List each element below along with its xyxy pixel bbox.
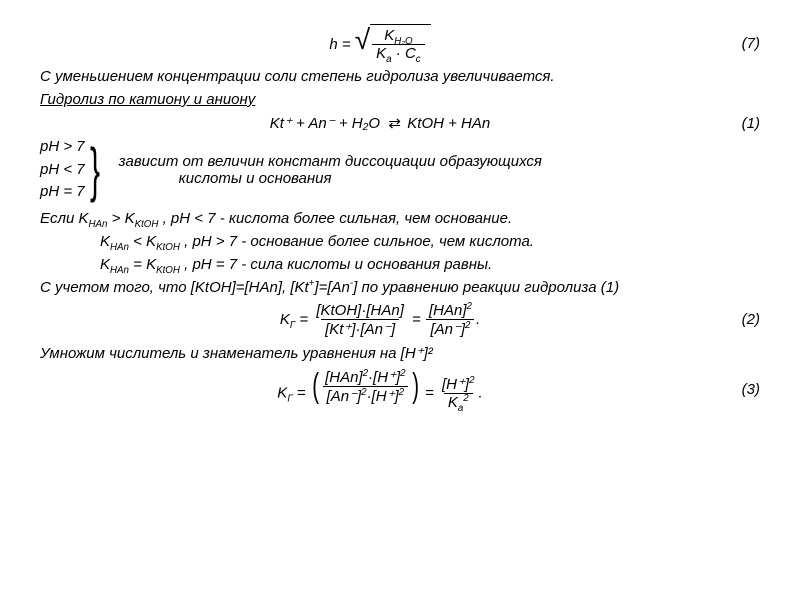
p3b: ]=[An (314, 279, 349, 296)
c2-k2s: KtOH (156, 242, 180, 253)
paragraph-1: С уменьшением концентрации соли степень … (40, 68, 760, 85)
eq7-den-ka: K (376, 45, 386, 62)
c2-cmp: < K (133, 233, 156, 250)
eq3-rd: K (448, 394, 458, 411)
c1-ph: , pH < 7 - кислота более сильная, чем ос… (163, 210, 513, 227)
sqrt-symbol: √ (355, 24, 370, 56)
dep-line1: зависит от величин констант диссоциации … (119, 153, 542, 170)
eq1-lhs: Kt⁺ + An⁻ + H₂O (270, 115, 380, 132)
eq2-label: (2) (720, 311, 760, 328)
eq3-n1s: 2 (363, 368, 368, 379)
ph-eq7: pH = 7 (40, 181, 85, 204)
eq3-rdsup: 2 (463, 393, 468, 404)
c1-cmp: > K (112, 210, 135, 227)
lbracket-icon: ( (312, 369, 319, 403)
eq3-d1s: 2 (361, 387, 366, 398)
eq2-n2: HAn (371, 302, 400, 319)
equation-7: h = √ KH₂O Ka · Cc (7) (40, 24, 760, 62)
eq3-d2: H⁺ (376, 388, 395, 405)
eq7-den-ka-sub: a (386, 54, 391, 65)
eq3-n2: H⁺ (377, 369, 396, 386)
eq2-Ksub: Г (290, 319, 295, 330)
eq3-n2s: 2 (400, 368, 405, 379)
equation-1: Kt⁺ + An⁻ + H₂O ⇄ KtOH + HAn (1) (40, 114, 760, 132)
cond-line-3: KHAn = KKtOH , pH = 7 - сила кислоты и о… (100, 256, 760, 273)
eq1-rhs: KtOH + HAn (407, 115, 490, 132)
eq3-eq: = (297, 384, 310, 401)
cond-intro: Если (40, 210, 78, 227)
eq3-K: K (277, 384, 287, 401)
eq1-label: (1) (720, 115, 760, 132)
eq2-rdsup: 2 (465, 320, 470, 331)
ph-lt7: pH < 7 (40, 159, 85, 182)
eq2-rd: An⁻ (435, 321, 461, 338)
equation-2: KГ = [KtOH]·[HAn] [Kt⁺]·[An⁻] = [HAn]2 [… (40, 302, 760, 338)
paragraph-2: Гидролиз по катиону и аниону (40, 91, 760, 108)
eq3-label: (3) (720, 381, 760, 398)
eq7-den-cc: C (405, 45, 416, 62)
eq2-K: K (280, 310, 290, 327)
c3-k1s: HAn (110, 265, 129, 276)
paragraph-4: Умножим числитель и знаменатель уравнени… (40, 344, 760, 362)
rbracket-icon: ) (412, 369, 419, 403)
eq7-lhs: h = (329, 36, 350, 53)
p3a: С учетом того, что [KtOH]=[HAn], [Kt (40, 279, 309, 296)
c2-k1s: HAn (110, 242, 129, 253)
c1-k1s: HAn (89, 219, 108, 230)
eq2-dot: . (476, 310, 480, 327)
c3-ph: , pH = 7 - сила кислоты и основания равн… (184, 256, 492, 273)
eq2-eq: = (299, 310, 312, 327)
eq7-num-k: K (384, 27, 394, 44)
c3-k2s: KtOH (156, 265, 180, 276)
c3-k1: K (100, 256, 110, 273)
eq2-n1: KtOH (320, 302, 357, 319)
ph-gt7: pH > 7 (40, 136, 85, 159)
c3-cmp: = K (133, 256, 156, 273)
eq3-rnsup: 2 (469, 375, 474, 386)
eq2-rnsup: 2 (467, 301, 472, 312)
eq3-n1: HAn (329, 369, 358, 386)
equation-3: KГ = ( [HAn]2·[H⁺]2 [An⁻]2·[H⁺]2 ) = [H⁺… (40, 368, 760, 412)
eq3-rdsub: a (458, 403, 463, 414)
eq7-dot: · (396, 45, 401, 62)
eq3-d1: An⁻ (331, 388, 357, 405)
p3c: ] по уравнению реакции гидролиза (1) (353, 279, 619, 296)
cond-line-1: Если KHAn > KKtOH , pH < 7 - кислота бол… (40, 210, 760, 227)
eq2-d2: An⁻ (365, 321, 391, 338)
eq3-rn: H⁺ (446, 376, 465, 393)
eq3-d2s: 2 (399, 387, 404, 398)
eq7-label: (7) (720, 35, 760, 52)
c2-k1: K (100, 233, 110, 250)
paragraph-3: С учетом того, что [KtOH]=[HAn], [Kt+]=[… (40, 279, 760, 296)
eq3-Ksub: Г (287, 393, 292, 404)
eq3-dot: . (479, 384, 483, 401)
eq1-arrow: ⇄ (388, 115, 399, 132)
c2-ph: , pH > 7 - основание более сильное, чем … (184, 233, 534, 250)
eq7-den-cc-sub: c (416, 54, 421, 65)
dep-line2: кислоты и основания (179, 170, 542, 187)
c1-k1: K (78, 210, 88, 227)
cond-line-2: KHAn < KKtOH , pH > 7 - основание более … (100, 233, 760, 250)
eq2-d1: Kt⁺ (329, 321, 351, 338)
ph-conditions: pH > 7 pH < 7 pH = 7 } зависит от величи… (40, 136, 760, 204)
brace-icon: } (90, 140, 100, 200)
eq2-rn: HAn (433, 302, 462, 319)
c1-k2s: KtOH (135, 219, 159, 230)
